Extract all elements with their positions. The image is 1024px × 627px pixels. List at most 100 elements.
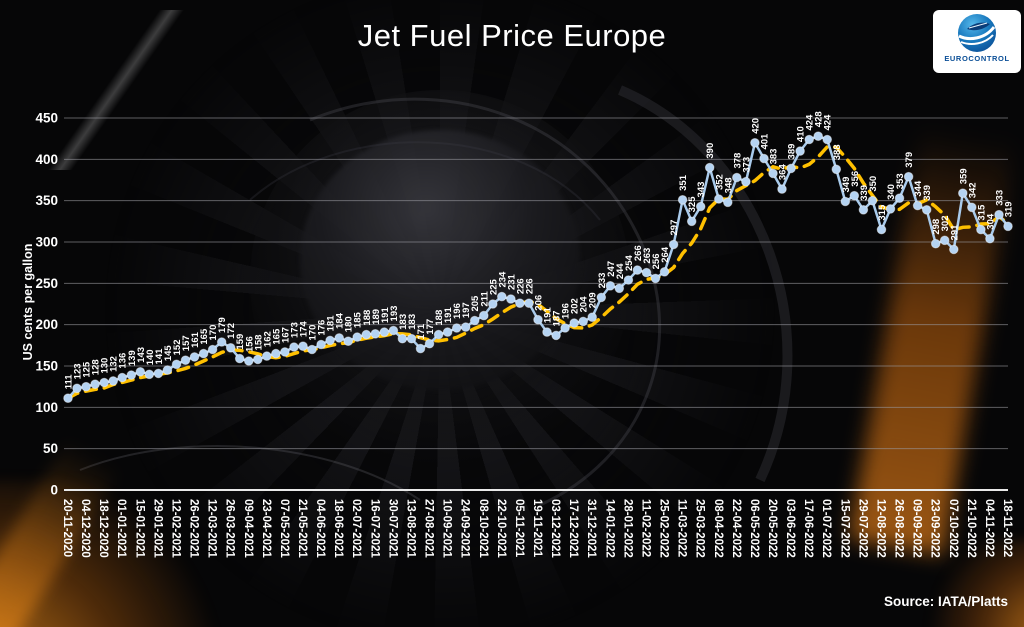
svg-text:342: 342 bbox=[967, 182, 978, 198]
svg-text:07-05-2021: 07-05-2021 bbox=[278, 499, 290, 558]
svg-text:254: 254 bbox=[624, 254, 635, 271]
svg-text:15-01-2021: 15-01-2021 bbox=[133, 499, 145, 558]
svg-text:26-03-2021: 26-03-2021 bbox=[224, 499, 236, 558]
svg-text:356: 356 bbox=[850, 171, 861, 187]
svg-text:209: 209 bbox=[588, 292, 599, 308]
svg-text:247: 247 bbox=[606, 261, 617, 277]
svg-text:191: 191 bbox=[380, 307, 391, 324]
svg-text:29-07-2022: 29-07-2022 bbox=[856, 499, 868, 558]
svg-text:298: 298 bbox=[931, 219, 942, 235]
svg-text:12-02-2021: 12-02-2021 bbox=[169, 499, 181, 558]
svg-text:196: 196 bbox=[561, 303, 572, 319]
svg-text:130: 130 bbox=[100, 358, 111, 374]
svg-text:300: 300 bbox=[35, 235, 58, 250]
svg-text:170: 170 bbox=[308, 325, 319, 341]
svg-text:244: 244 bbox=[615, 263, 626, 280]
svg-text:31-12-2021: 31-12-2021 bbox=[585, 499, 597, 558]
svg-text:250: 250 bbox=[35, 276, 58, 291]
svg-text:302: 302 bbox=[940, 215, 951, 231]
svg-text:23-04-2021: 23-04-2021 bbox=[260, 499, 272, 558]
svg-text:263: 263 bbox=[642, 248, 653, 264]
svg-text:193: 193 bbox=[389, 306, 400, 322]
svg-text:22-04-2022: 22-04-2022 bbox=[730, 499, 742, 558]
svg-text:12-08-2022: 12-08-2022 bbox=[874, 499, 886, 558]
svg-text:424: 424 bbox=[805, 114, 816, 131]
svg-text:179: 179 bbox=[217, 317, 228, 333]
svg-text:125: 125 bbox=[82, 361, 93, 378]
svg-text:400: 400 bbox=[35, 152, 58, 167]
svg-text:136: 136 bbox=[118, 353, 129, 369]
svg-text:140: 140 bbox=[145, 349, 156, 365]
svg-text:204: 204 bbox=[579, 296, 590, 313]
svg-text:157: 157 bbox=[181, 335, 192, 351]
svg-text:03-06-2022: 03-06-2022 bbox=[784, 499, 796, 558]
svg-text:428: 428 bbox=[814, 111, 825, 127]
svg-text:29-01-2021: 29-01-2021 bbox=[151, 499, 163, 558]
svg-text:17-12-2021: 17-12-2021 bbox=[567, 499, 579, 558]
svg-text:344: 344 bbox=[913, 180, 924, 197]
svg-text:123: 123 bbox=[73, 363, 84, 379]
svg-text:389: 389 bbox=[787, 144, 798, 160]
page-title: Jet Fuel Price Europe bbox=[357, 18, 667, 53]
svg-text:340: 340 bbox=[886, 184, 897, 200]
svg-text:420: 420 bbox=[750, 118, 761, 134]
svg-text:100: 100 bbox=[35, 400, 58, 415]
svg-text:339: 339 bbox=[859, 185, 870, 201]
svg-text:297: 297 bbox=[669, 220, 680, 236]
svg-text:28-01-2022: 28-01-2022 bbox=[621, 499, 633, 558]
svg-text:01-01-2021: 01-01-2021 bbox=[115, 499, 127, 558]
svg-text:165: 165 bbox=[271, 328, 282, 345]
svg-text:14-01-2022: 14-01-2022 bbox=[603, 499, 615, 558]
svg-text:24-09-2021: 24-09-2021 bbox=[459, 499, 471, 558]
svg-text:188: 188 bbox=[434, 310, 445, 326]
svg-text:03-12-2021: 03-12-2021 bbox=[549, 499, 561, 558]
svg-text:187: 187 bbox=[552, 311, 563, 327]
svg-text:156: 156 bbox=[244, 336, 255, 352]
svg-text:27-08-2021: 27-08-2021 bbox=[423, 499, 435, 558]
svg-text:30-07-2021: 30-07-2021 bbox=[386, 499, 398, 558]
svg-text:172: 172 bbox=[226, 323, 237, 339]
svg-text:191: 191 bbox=[443, 307, 454, 324]
svg-text:167: 167 bbox=[280, 327, 291, 343]
svg-text:256: 256 bbox=[651, 254, 662, 270]
eurocontrol-logo-icon bbox=[958, 14, 996, 52]
svg-text:184: 184 bbox=[335, 312, 346, 329]
svg-text:25-02-2022: 25-02-2022 bbox=[658, 499, 670, 558]
svg-text:09-04-2021: 09-04-2021 bbox=[242, 499, 254, 558]
svg-text:05-11-2021: 05-11-2021 bbox=[513, 499, 525, 558]
svg-text:383: 383 bbox=[769, 149, 780, 165]
svg-text:266: 266 bbox=[633, 245, 644, 261]
svg-text:11-02-2022: 11-02-2022 bbox=[639, 499, 651, 557]
svg-text:353: 353 bbox=[895, 173, 906, 189]
svg-text:206: 206 bbox=[534, 295, 545, 311]
svg-text:111: 111 bbox=[64, 374, 75, 390]
svg-text:211: 211 bbox=[479, 291, 490, 307]
svg-text:18-06-2021: 18-06-2021 bbox=[332, 499, 344, 558]
svg-text:181: 181 bbox=[326, 315, 337, 332]
svg-text:04-12-2020: 04-12-2020 bbox=[79, 499, 91, 558]
svg-text:09-09-2022: 09-09-2022 bbox=[911, 499, 923, 558]
svg-text:50: 50 bbox=[43, 441, 58, 456]
svg-text:343: 343 bbox=[696, 182, 707, 198]
svg-text:291: 291 bbox=[949, 224, 960, 241]
svg-text:141: 141 bbox=[154, 348, 165, 365]
svg-text:388: 388 bbox=[832, 144, 843, 160]
svg-text:21-10-2022: 21-10-2022 bbox=[965, 499, 977, 558]
svg-text:315: 315 bbox=[877, 204, 888, 221]
eurocontrol-logo-text: EUROCONTROL bbox=[944, 54, 1010, 63]
svg-text:174: 174 bbox=[299, 321, 310, 338]
svg-text:17-06-2022: 17-06-2022 bbox=[802, 499, 814, 558]
svg-text:225: 225 bbox=[488, 278, 499, 295]
svg-text:08-04-2022: 08-04-2022 bbox=[712, 499, 724, 558]
svg-text:410: 410 bbox=[796, 126, 807, 142]
svg-text:350: 350 bbox=[868, 176, 879, 192]
svg-text:162: 162 bbox=[262, 331, 273, 347]
svg-text:234: 234 bbox=[497, 271, 508, 288]
svg-text:18-11-2022: 18-11-2022 bbox=[1001, 499, 1013, 557]
source-credit: Source: IATA/Platts bbox=[883, 594, 1008, 609]
svg-text:351: 351 bbox=[678, 174, 689, 191]
svg-text:183: 183 bbox=[407, 314, 418, 330]
svg-text:352: 352 bbox=[714, 174, 725, 190]
